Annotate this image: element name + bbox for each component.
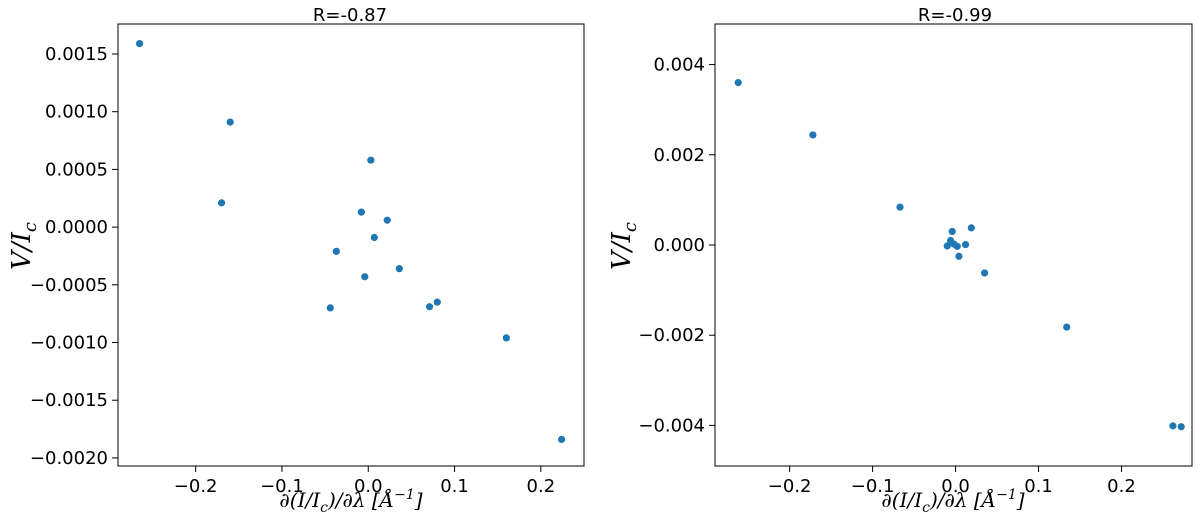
right-data-point <box>1063 323 1071 331</box>
right-data-point <box>948 227 956 236</box>
left-data-point <box>502 334 510 342</box>
right-data-point <box>734 79 742 87</box>
left-y-tick-label: −0.0010 <box>30 333 108 354</box>
left-data-point <box>326 304 334 312</box>
right-chart-title: R=-0.99 <box>918 5 992 26</box>
right-data-point <box>953 242 961 250</box>
right-data-point <box>955 252 963 260</box>
right-data-point <box>961 240 970 249</box>
left-scatter-chart: R=-0.87 −0.2 −0.1 0.0 0.1 0.2 0.0015 0.0010 0.0… <box>7 5 585 516</box>
right-data-point <box>943 242 951 250</box>
right-x-tick-label: 0.1 <box>1024 476 1053 497</box>
right-data-point <box>967 224 975 232</box>
left-y-tick-label: 0.0000 <box>45 217 108 238</box>
right-y-tick-label: −0.002 <box>638 325 705 346</box>
left-y-tick-label: 0.0005 <box>45 159 108 180</box>
left-data-point <box>433 298 441 306</box>
left-x-tick-label: −0.2 <box>174 476 218 497</box>
left-y-tick-label: −0.0020 <box>30 448 108 469</box>
left-data-point <box>135 40 144 48</box>
right-x-tick-label: 0.2 <box>1107 476 1136 497</box>
right-y-tick-label: −0.004 <box>638 415 705 436</box>
left-x-axis-label: ∂(I/Ic)/∂λ [Å−1] <box>279 487 422 516</box>
left-data-point <box>395 265 403 273</box>
left-data-point <box>370 233 378 242</box>
right-x-tick-label: −0.2 <box>768 476 812 497</box>
right-data-point <box>981 269 989 277</box>
left-y-tick-label: −0.0005 <box>30 275 108 296</box>
left-y-tick-label: 0.0015 <box>45 44 108 65</box>
right-plot-area: −0.2 −0.1 0.0 0.1 0.2 0.004 0.002 0.000 −0.002 −0… <box>638 55 1185 497</box>
left-axes-frame <box>117 23 585 467</box>
left-chart-title: R=-0.87 <box>313 5 387 26</box>
right-y-tick-label: 0.004 <box>653 55 705 76</box>
left-data-point <box>332 247 340 255</box>
right-y-tick-label: 0.000 <box>653 235 705 256</box>
left-y-tick-label: 0.0010 <box>45 102 108 123</box>
svg-text:V/Ic: V/Ic <box>7 222 41 270</box>
svg-text:V/Ic: V/Ic <box>607 222 641 270</box>
left-x-tick-label: 0.0 <box>354 476 383 497</box>
left-x-tick-label: 0.2 <box>527 476 556 497</box>
right-axes-frame <box>714 23 1193 467</box>
svg-text:∂(I/Ic)/∂λ [Å−1]: ∂(I/Ic)/∂λ [Å−1] <box>881 487 1024 516</box>
right-data-point <box>1169 422 1177 430</box>
right-x-tick-label: −0.1 <box>851 476 895 497</box>
right-data-point <box>809 131 817 139</box>
right-scatter-chart: R=-0.99 −0.2 −0.1 0.0 0.1 0.2 0.004 0.002 0.000… <box>607 5 1193 516</box>
svg-text:∂(I/Ic)/∂λ [Å−1]: ∂(I/Ic)/∂λ [Å−1] <box>279 487 422 516</box>
left-data-point <box>357 208 365 216</box>
left-data-point <box>361 273 369 281</box>
left-data-point <box>383 216 391 224</box>
left-y-tick-label: −0.0015 <box>30 390 108 411</box>
left-data-point <box>425 303 434 311</box>
right-x-tick-label: 0.0 <box>941 476 970 497</box>
left-x-tick-label: 0.1 <box>440 476 469 497</box>
left-data-point <box>367 156 375 164</box>
left-y-axis-label: V/Ic <box>7 222 41 270</box>
left-data-point <box>226 118 234 126</box>
right-y-axis-label: V/Ic <box>607 222 641 270</box>
right-data-point <box>1177 423 1185 431</box>
left-plot-area: −0.2 −0.1 0.0 0.1 0.2 0.0015 0.0010 0.0005 0.000… <box>30 40 566 497</box>
left-data-point <box>557 435 566 444</box>
right-y-tick-label: 0.002 <box>653 145 705 166</box>
left-x-tick-label: −0.1 <box>260 476 304 497</box>
right-x-axis-label: ∂(I/Ic)/∂λ [Å−1] <box>881 487 1024 516</box>
left-data-point <box>217 199 226 207</box>
right-data-point <box>896 203 904 211</box>
